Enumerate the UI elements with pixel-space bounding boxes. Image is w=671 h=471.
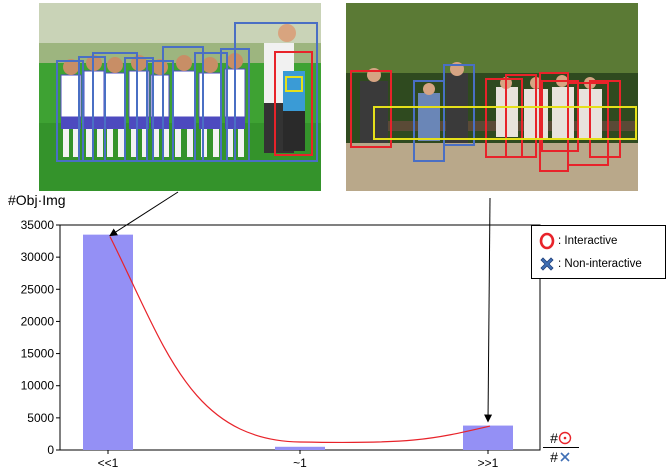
cross-icon xyxy=(560,452,570,462)
x-axis-ratio-label: # # xyxy=(543,429,579,466)
ratio-numerator: # xyxy=(543,429,579,448)
arrow-right-photo xyxy=(484,197,493,423)
y-tick-label: 10000 xyxy=(21,379,55,393)
y-tick-label: 15000 xyxy=(21,347,55,361)
y-axis-label: #Obj·Img xyxy=(8,192,66,208)
x-tick-label: ~1 xyxy=(293,456,307,470)
target-icon xyxy=(558,431,572,445)
arrow-left-photo xyxy=(109,191,179,237)
red-ring-icon xyxy=(539,232,555,250)
legend-item-interactive: : Interactive xyxy=(538,232,617,250)
x-tick-label: >>1 xyxy=(478,456,499,470)
y-tick-label: 25000 xyxy=(21,282,55,296)
soccer-team-photo xyxy=(39,3,321,191)
y-tick-label: 5000 xyxy=(27,411,54,425)
ratio-denominator: # xyxy=(543,448,579,466)
x-tick-label: <<1 xyxy=(98,456,119,470)
legend-item-non-interactive: : Non-interactive xyxy=(538,255,642,273)
y-tick-label: 30000 xyxy=(21,250,55,264)
bar xyxy=(463,425,513,450)
y-tick-label: 0 xyxy=(47,443,54,457)
trend-curve xyxy=(109,236,491,444)
legend-label-interactive: : Interactive xyxy=(558,235,618,247)
chart-legend: : Interactive : Non-interactive xyxy=(531,225,666,279)
numerator-hash: # xyxy=(550,430,558,446)
y-tick-label: 20000 xyxy=(21,314,55,328)
denominator-hash: # xyxy=(550,449,558,465)
y-tick-label: 35000 xyxy=(21,218,55,232)
bar xyxy=(275,446,325,450)
legend-label-non-interactive: : Non-interactive xyxy=(558,258,642,270)
park-bench-people-photo xyxy=(346,3,638,191)
blue-cross-icon xyxy=(540,257,554,271)
bar xyxy=(83,234,133,450)
